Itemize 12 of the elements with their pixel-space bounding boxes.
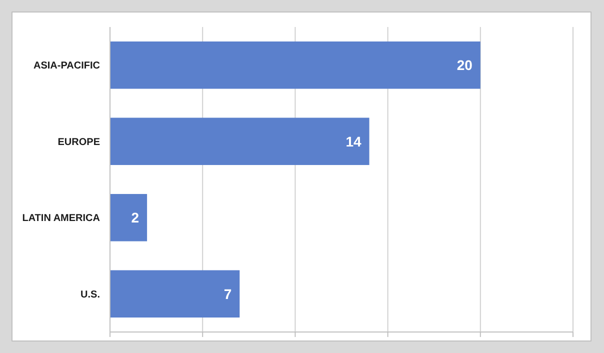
y-tick-label: U.S. xyxy=(80,289,100,300)
data-label: 7 xyxy=(224,286,232,302)
bar xyxy=(110,270,240,318)
data-label: 14 xyxy=(346,133,362,150)
bar xyxy=(110,118,370,166)
bar xyxy=(110,194,148,242)
y-tick-label: EUROPE xyxy=(58,136,100,148)
y-tick-label: LATIN AMERICA xyxy=(22,213,100,224)
bar xyxy=(110,41,480,89)
y-tick-label: ASIA-PACIFIC xyxy=(34,60,100,72)
data-label: 20 xyxy=(456,57,473,74)
data-label: 2 xyxy=(131,210,140,226)
